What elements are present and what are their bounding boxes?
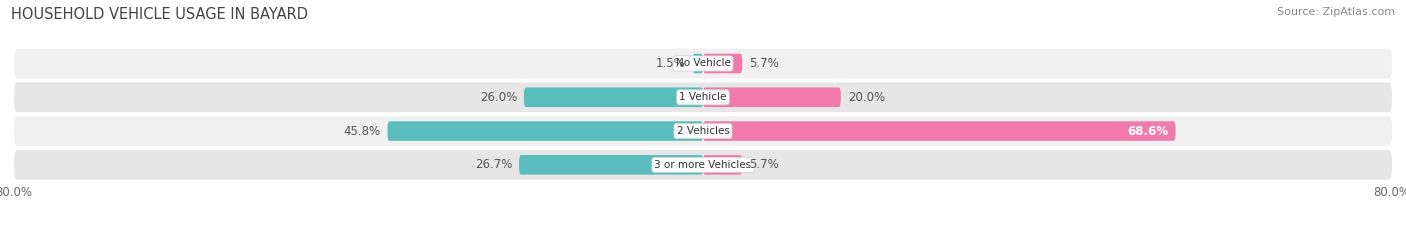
- FancyBboxPatch shape: [14, 82, 1392, 112]
- FancyBboxPatch shape: [703, 155, 742, 175]
- Text: 5.7%: 5.7%: [749, 57, 779, 70]
- Text: 1 Vehicle: 1 Vehicle: [679, 92, 727, 102]
- Text: 26.0%: 26.0%: [479, 91, 517, 104]
- FancyBboxPatch shape: [388, 121, 703, 141]
- Text: 5.7%: 5.7%: [749, 158, 779, 171]
- Text: 3 or more Vehicles: 3 or more Vehicles: [654, 160, 752, 170]
- Text: 68.6%: 68.6%: [1128, 125, 1168, 137]
- Text: 1.5%: 1.5%: [657, 57, 686, 70]
- FancyBboxPatch shape: [703, 87, 841, 107]
- Text: No Vehicle: No Vehicle: [675, 58, 731, 69]
- Text: 26.7%: 26.7%: [475, 158, 512, 171]
- FancyBboxPatch shape: [703, 54, 742, 73]
- FancyBboxPatch shape: [14, 49, 1392, 78]
- Text: HOUSEHOLD VEHICLE USAGE IN BAYARD: HOUSEHOLD VEHICLE USAGE IN BAYARD: [11, 7, 308, 22]
- Text: 45.8%: 45.8%: [343, 125, 381, 137]
- FancyBboxPatch shape: [693, 54, 703, 73]
- FancyBboxPatch shape: [703, 121, 1175, 141]
- FancyBboxPatch shape: [14, 116, 1392, 146]
- Text: 20.0%: 20.0%: [848, 91, 884, 104]
- Text: 2 Vehicles: 2 Vehicles: [676, 126, 730, 136]
- FancyBboxPatch shape: [14, 150, 1392, 180]
- FancyBboxPatch shape: [524, 87, 703, 107]
- FancyBboxPatch shape: [519, 155, 703, 175]
- Text: Source: ZipAtlas.com: Source: ZipAtlas.com: [1277, 7, 1395, 17]
